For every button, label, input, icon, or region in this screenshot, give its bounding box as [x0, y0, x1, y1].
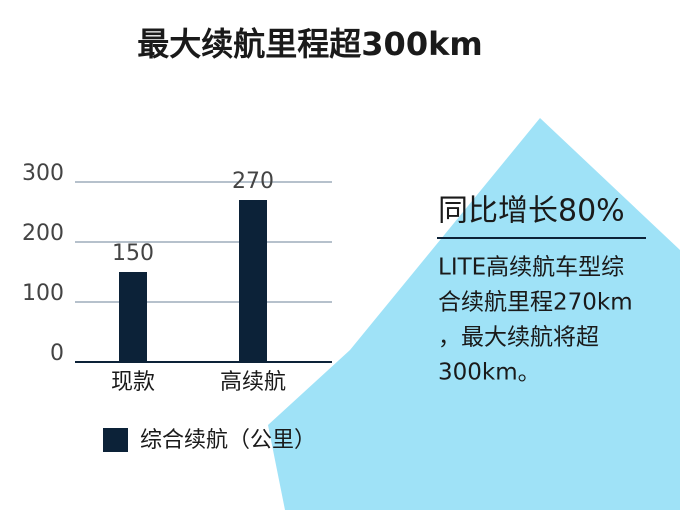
legend-label: 综合续航（公里）	[140, 428, 316, 453]
arrow-background	[268, 118, 680, 510]
value-label: 150	[112, 241, 154, 266]
x-tick-label: 现款	[111, 370, 155, 395]
annotation-line: 300km。	[438, 360, 541, 386]
x-tick-label: 高续航	[220, 370, 286, 395]
annotation-line: ，最大续航将超	[438, 325, 599, 351]
y-tick-label: 300	[22, 161, 64, 186]
bar	[239, 200, 267, 362]
y-tick-label: 0	[50, 341, 64, 366]
y-tick-label: 200	[22, 221, 64, 246]
annotation-line: 合续航里程270km	[438, 290, 633, 316]
annotation-line: LITE高续航车型综	[438, 255, 624, 281]
value-label: 270	[232, 169, 274, 194]
y-tick-label: 100	[22, 281, 64, 306]
legend-swatch	[103, 428, 128, 452]
chart-title: 最大续航里程超300km	[137, 25, 482, 63]
annotation-heading: 同比增长80%	[438, 194, 625, 229]
bar	[119, 272, 147, 362]
